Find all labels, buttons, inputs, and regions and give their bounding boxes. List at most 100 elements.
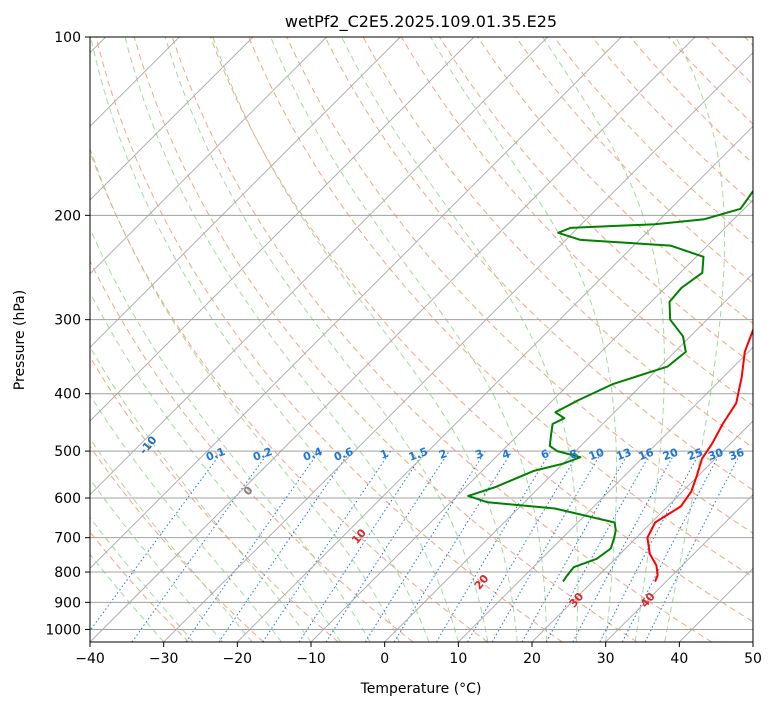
- temperature-profile: [646, 327, 753, 582]
- moist-adiabat-line: [90, 345, 312, 642]
- dry-adiabat-line: [90, 150, 488, 642]
- moist-adiabat-line: [90, 227, 371, 642]
- x-axis: −40 −30 −20 −10 0 10 20 30 40 50: [75, 642, 762, 667]
- moist-adiabat-line: [90, 147, 400, 642]
- y-axis: 100 200 300 400 500 600 700 800 900 1000: [45, 30, 90, 638]
- moist-adiabat-line: [90, 437, 253, 642]
- mixing-ratio-label: 0.1: [204, 445, 227, 464]
- isotherm-line: [90, 37, 475, 422]
- mixing-ratio-line: [325, 450, 450, 642]
- y-tick-label: 300: [54, 313, 81, 329]
- moist-adiabat-line: [270, 37, 548, 642]
- sounding-profiles: [467, 189, 753, 583]
- line-labels: 0.10.20.40.611.52346810131620253036-100-…: [137, 433, 746, 610]
- mixing-ratio-label: 3: [474, 447, 486, 462]
- moist-adiabat-line: [341, 37, 579, 642]
- moist-adiabat-line: [90, 516, 194, 642]
- x-tick-label: −40: [75, 651, 105, 667]
- y-tick-label: 400: [54, 387, 81, 403]
- mixing-ratio-label: 0.4: [301, 445, 324, 464]
- mixing-ratio-line: [545, 450, 653, 642]
- dry-adiabat-line: [210, 37, 753, 623]
- dry-adiabat-line: [90, 356, 339, 642]
- moist-adiabat-line: [90, 291, 341, 642]
- moist-adiabat-line: [90, 553, 165, 642]
- moist-adiabat-line: [664, 37, 726, 642]
- dry-adiabat-label: 0: [241, 484, 256, 498]
- dry-adiabat-line: [90, 531, 190, 642]
- dry-adiabat-line: [90, 259, 414, 642]
- moist-adiabat-line: [164, 37, 489, 642]
- mixing-ratio-line: [572, 450, 677, 642]
- dry-adiabat-line: [706, 37, 753, 86]
- moist-adiabats: [90, 37, 726, 642]
- dry-adiabat-label: 10: [349, 526, 369, 546]
- isotherm-line: [752, 641, 753, 642]
- mixing-ratio-label: 1.5: [407, 445, 430, 464]
- mixing-ratio-line: [467, 450, 580, 642]
- mixing-ratio-line: [599, 450, 701, 642]
- moist-adiabat-line: [90, 394, 282, 642]
- mixing-ratio-line: [393, 450, 513, 642]
- moist-adiabat-line: [212, 37, 518, 642]
- isotherm-line: [384, 272, 753, 642]
- dry-adiabat-line: [248, 37, 753, 578]
- y-tick-label: 700: [54, 531, 81, 547]
- mixing-ratio-line: [521, 450, 630, 642]
- mixing-ratio-line: [298, 450, 425, 642]
- y-tick-label: 600: [54, 491, 81, 507]
- x-tick-label: 30: [597, 651, 615, 667]
- mixing-ratio-label: 13: [614, 446, 633, 463]
- x-axis-title: Temperature (°C): [360, 681, 482, 697]
- plot-frame: [89, 36, 754, 643]
- chart-title: wetPf2_C2E5.2025.109.01.35.E25: [285, 12, 557, 32]
- mixing-ratio-label: 0.6: [332, 445, 355, 464]
- isotherm-line: [90, 37, 696, 642]
- mixing-ratio-line: [218, 450, 351, 642]
- mixing-ratio-label: 6: [539, 447, 551, 462]
- mixing-ratio-line: [131, 450, 270, 642]
- y-tick-label: 500: [54, 444, 81, 460]
- dry-adiabat-label: 20: [472, 572, 492, 592]
- x-tick-label: −30: [149, 651, 179, 667]
- moist-adiabat-line: [90, 478, 223, 642]
- plot-area: 0.10.20.40.611.52346810131620253036-100-…: [90, 37, 753, 642]
- y-tick-label: 100: [54, 30, 81, 46]
- isotherms: [90, 37, 753, 642]
- moist-adiabat-line: [430, 37, 617, 642]
- isotherm-line: [90, 37, 401, 349]
- mixing-ratio-label: 0.2: [251, 445, 274, 464]
- moist-adiabat-line: [542, 37, 665, 642]
- mixing-ratio-label: 4: [500, 447, 512, 462]
- dry-adiabat-line: [90, 445, 264, 642]
- dry-adiabat-line: [286, 37, 753, 534]
- mixing-ratio-line: [644, 450, 743, 642]
- dry-adiabat-label: 30: [567, 590, 587, 610]
- mixing-ratio-label: 20: [661, 446, 680, 464]
- dry-adiabat-label: -10: [137, 433, 160, 457]
- x-tick-label: −10: [296, 651, 326, 667]
- isotherm-line: [457, 346, 753, 642]
- dry-adiabat-line: [95, 37, 563, 642]
- isotherm-line: [90, 37, 254, 201]
- y-tick-label: 200: [54, 208, 81, 224]
- dry-adiabat-line: [133, 37, 638, 642]
- mixing-ratio-label: 8: [568, 447, 580, 462]
- dewpoint-profile: [467, 189, 753, 583]
- mixing-ratio-label: 2: [437, 447, 449, 462]
- isotherm-line: [310, 199, 753, 642]
- isotherm-line: [605, 493, 753, 642]
- x-tick-label: 10: [449, 651, 467, 667]
- isotherm-line: [531, 420, 753, 642]
- isotherm-line: [678, 567, 753, 642]
- isotherm-line: [90, 37, 549, 496]
- y-tick-label: 1000: [45, 622, 81, 638]
- mixing-ratio-line: [262, 450, 392, 642]
- mixing-ratio-label: 30: [706, 446, 725, 464]
- mixing-ratio-label: 25: [686, 446, 705, 463]
- y-axis-title: Pressure (hPa): [12, 290, 28, 390]
- x-tick-label: −20: [223, 651, 253, 667]
- x-tick-label: 40: [670, 651, 688, 667]
- mixing-ratio-label: 1: [379, 447, 391, 462]
